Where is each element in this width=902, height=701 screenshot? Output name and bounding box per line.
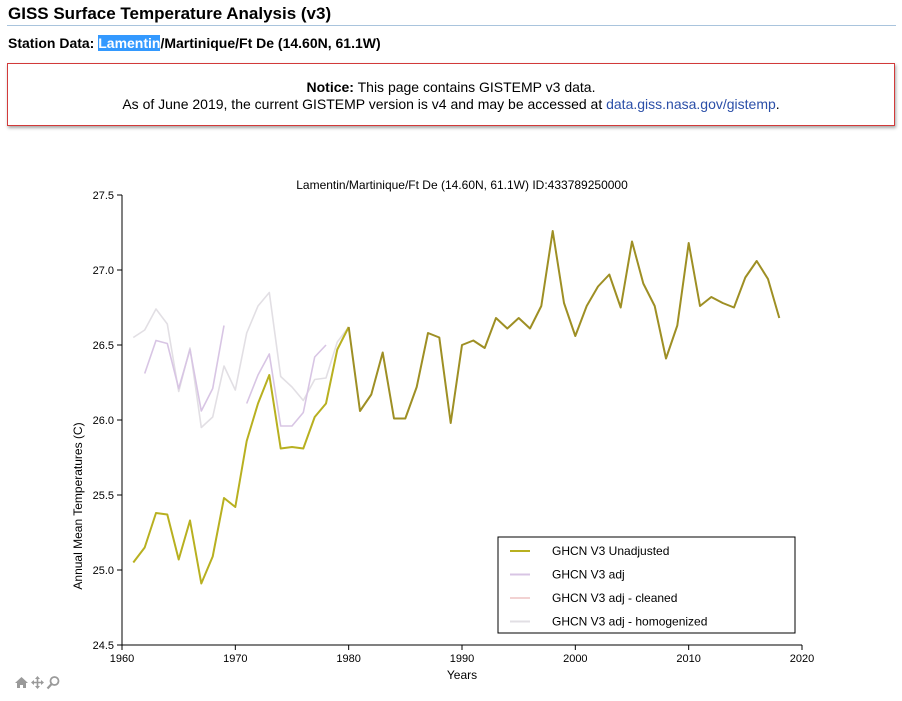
legend-box xyxy=(497,536,796,634)
x-tick-label: 2000 xyxy=(563,653,587,665)
pan-icon[interactable] xyxy=(30,675,45,690)
plot-area: 1960 1970 1980 1990 2000 2010 2020 24.5 25.0 25.5… xyxy=(93,190,815,665)
legend-label: GHCN V3 adj - cleaned xyxy=(552,591,677,605)
y-tick-label: 26.5 xyxy=(93,340,114,352)
y-tick-label: 24.5 xyxy=(93,640,114,652)
x-tick-label: 1990 xyxy=(450,653,474,665)
y-tick-label: 25.0 xyxy=(93,565,114,577)
series-line-unadjusted xyxy=(132,326,350,585)
legend-label: GHCN V3 adj xyxy=(552,568,625,582)
chart-toolbar xyxy=(14,675,61,690)
series-line-unadjusted-late xyxy=(347,230,781,424)
x-tick-label: 1980 xyxy=(336,653,360,665)
x-tick-label: 1960 xyxy=(110,653,134,665)
station-name-highlight[interactable]: Lamentin xyxy=(98,35,161,51)
x-tick-label: 2020 xyxy=(790,653,814,665)
title-divider xyxy=(7,25,896,26)
notice-text-end: . xyxy=(775,96,780,112)
notice-text-1: This page contains GISTEMP v3 data. xyxy=(353,79,596,95)
station-line: Station Data: Lamentin/Martinique/Ft De … xyxy=(8,35,381,51)
series-line-adj xyxy=(143,325,225,412)
legend-label: GHCN V3 adj - homogenized xyxy=(552,615,707,629)
y-tick-label: 27.5 xyxy=(93,190,114,202)
home-icon[interactable] xyxy=(14,675,29,690)
notice-text-2: As of June 2019, the current GISTEMP ver… xyxy=(122,96,607,112)
notice-box: Notice: This page contains GISTEMP v3 da… xyxy=(7,63,895,126)
series-line-adj xyxy=(245,344,327,427)
y-tick-label: 27.0 xyxy=(93,265,114,277)
notice-line-2: As of June 2019, the current GISTEMP ver… xyxy=(8,96,894,113)
x-axis-label: Years xyxy=(447,668,477,680)
station-prefix: Station Data: xyxy=(8,35,99,51)
station-rest: /Martinique/Ft De (14.60N, 61.1W) xyxy=(160,35,381,51)
notice-line-1: Notice: This page contains GISTEMP v3 da… xyxy=(8,79,894,96)
chart-title: Lamentin/Martinique/Ft De (14.60N, 61.1W… xyxy=(296,178,628,192)
page-title: GISS Surface Temperature Analysis (v3) xyxy=(8,4,332,23)
y-tick-label: 26.0 xyxy=(93,415,114,427)
legend-label: GHCN V3 Unadjusted xyxy=(552,544,669,558)
y-axis-label: Annual Mean Temperatures (C) xyxy=(71,422,85,589)
temperature-chart: Lamentin/Martinique/Ft De (14.60N, 61.1W… xyxy=(71,178,815,680)
zoom-icon[interactable] xyxy=(46,675,61,690)
x-tick-label: 1970 xyxy=(223,653,247,665)
gistemp-link[interactable]: data.giss.nasa.gov/gistemp xyxy=(606,96,776,112)
notice-label: Notice: xyxy=(306,79,354,95)
x-tick-label: 2010 xyxy=(676,653,700,665)
series-line-homogenized xyxy=(132,291,350,429)
y-tick-label: 25.5 xyxy=(93,490,114,502)
